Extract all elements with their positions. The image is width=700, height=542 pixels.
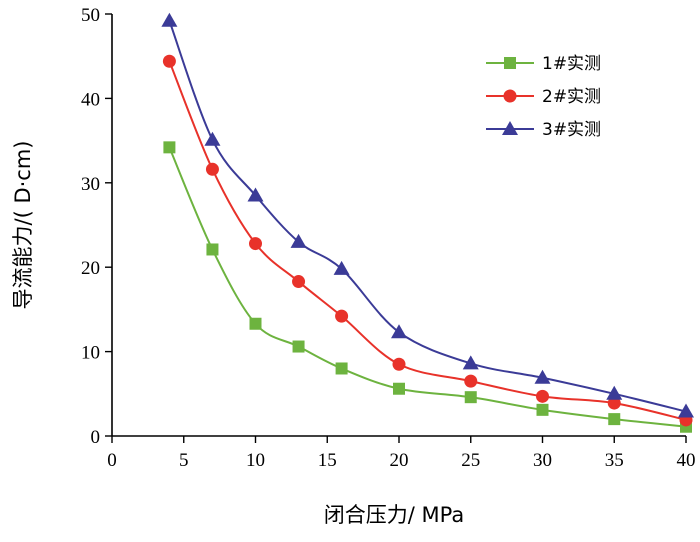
y-tick-label: 10 <box>81 343 100 364</box>
data-point <box>205 162 219 176</box>
x-tick-label: 25 <box>461 450 480 471</box>
data-point <box>391 324 407 339</box>
data-point <box>335 362 348 375</box>
legend-marker <box>503 89 517 103</box>
data-point <box>206 243 219 256</box>
series-3 <box>161 12 694 418</box>
legend-entry-1: 1#实测 <box>486 54 601 74</box>
data-point <box>290 233 307 248</box>
x-tick-label: 5 <box>179 450 189 471</box>
data-point <box>335 309 349 323</box>
data-point <box>464 374 478 388</box>
y-tick-label: 40 <box>81 89 100 110</box>
y-tick-label: 20 <box>81 258 100 279</box>
data-point <box>161 12 178 27</box>
data-point <box>536 403 549 416</box>
data-point <box>249 317 262 330</box>
x-tick-label: 0 <box>107 450 117 471</box>
data-point <box>249 237 262 251</box>
legend-marker <box>504 57 516 69</box>
y-axis-title: 导流能力/( D·cm) <box>11 141 35 310</box>
legend-label: 3#实测 <box>542 120 601 140</box>
data-point <box>464 391 477 404</box>
series-line <box>168 146 687 428</box>
series-line <box>168 60 687 421</box>
data-point <box>292 340 305 353</box>
data-point <box>608 413 621 426</box>
x-tick-label: 10 <box>246 450 265 471</box>
plot-area <box>161 12 694 433</box>
data-point <box>393 382 405 395</box>
x-tick-label: 20 <box>390 450 409 471</box>
legend: 1#实测 2#实测 3#实测 <box>486 54 601 140</box>
data-point <box>606 385 623 400</box>
legend-label: 2#实测 <box>542 87 601 107</box>
data-point <box>292 275 306 289</box>
x-tick-label: 35 <box>605 450 624 471</box>
series-1 <box>163 141 692 433</box>
legend-entry-2: 2#实测 <box>486 87 601 107</box>
legend-label: 1#实测 <box>542 54 601 74</box>
data-point <box>204 131 221 146</box>
data-point <box>247 187 264 202</box>
y-tick-label: 30 <box>81 174 100 195</box>
legend-marker <box>502 121 518 135</box>
x-axis-title: 闭合压力/ MPa <box>324 503 464 527</box>
x-tick-label: 40 <box>677 450 696 471</box>
data-point <box>678 403 694 418</box>
series-2 <box>162 54 693 427</box>
series-line <box>168 20 687 413</box>
data-point <box>162 54 176 68</box>
legend-entry-3: 3#实测 <box>486 120 601 140</box>
data-point <box>536 389 549 403</box>
data-point <box>392 357 406 371</box>
axes: 0 10 20 30 40 50 0 5 10 15 20 25 30 35 40 <box>81 5 696 471</box>
x-tick-label: 15 <box>318 450 337 471</box>
data-point <box>534 369 551 384</box>
data-point <box>462 355 479 370</box>
data-point <box>163 141 176 154</box>
data-point <box>333 260 350 275</box>
y-tick-label: 0 <box>91 427 101 448</box>
data-point <box>607 396 621 410</box>
y-tick-label: 50 <box>81 5 100 26</box>
x-tick-label: 30 <box>533 450 552 471</box>
